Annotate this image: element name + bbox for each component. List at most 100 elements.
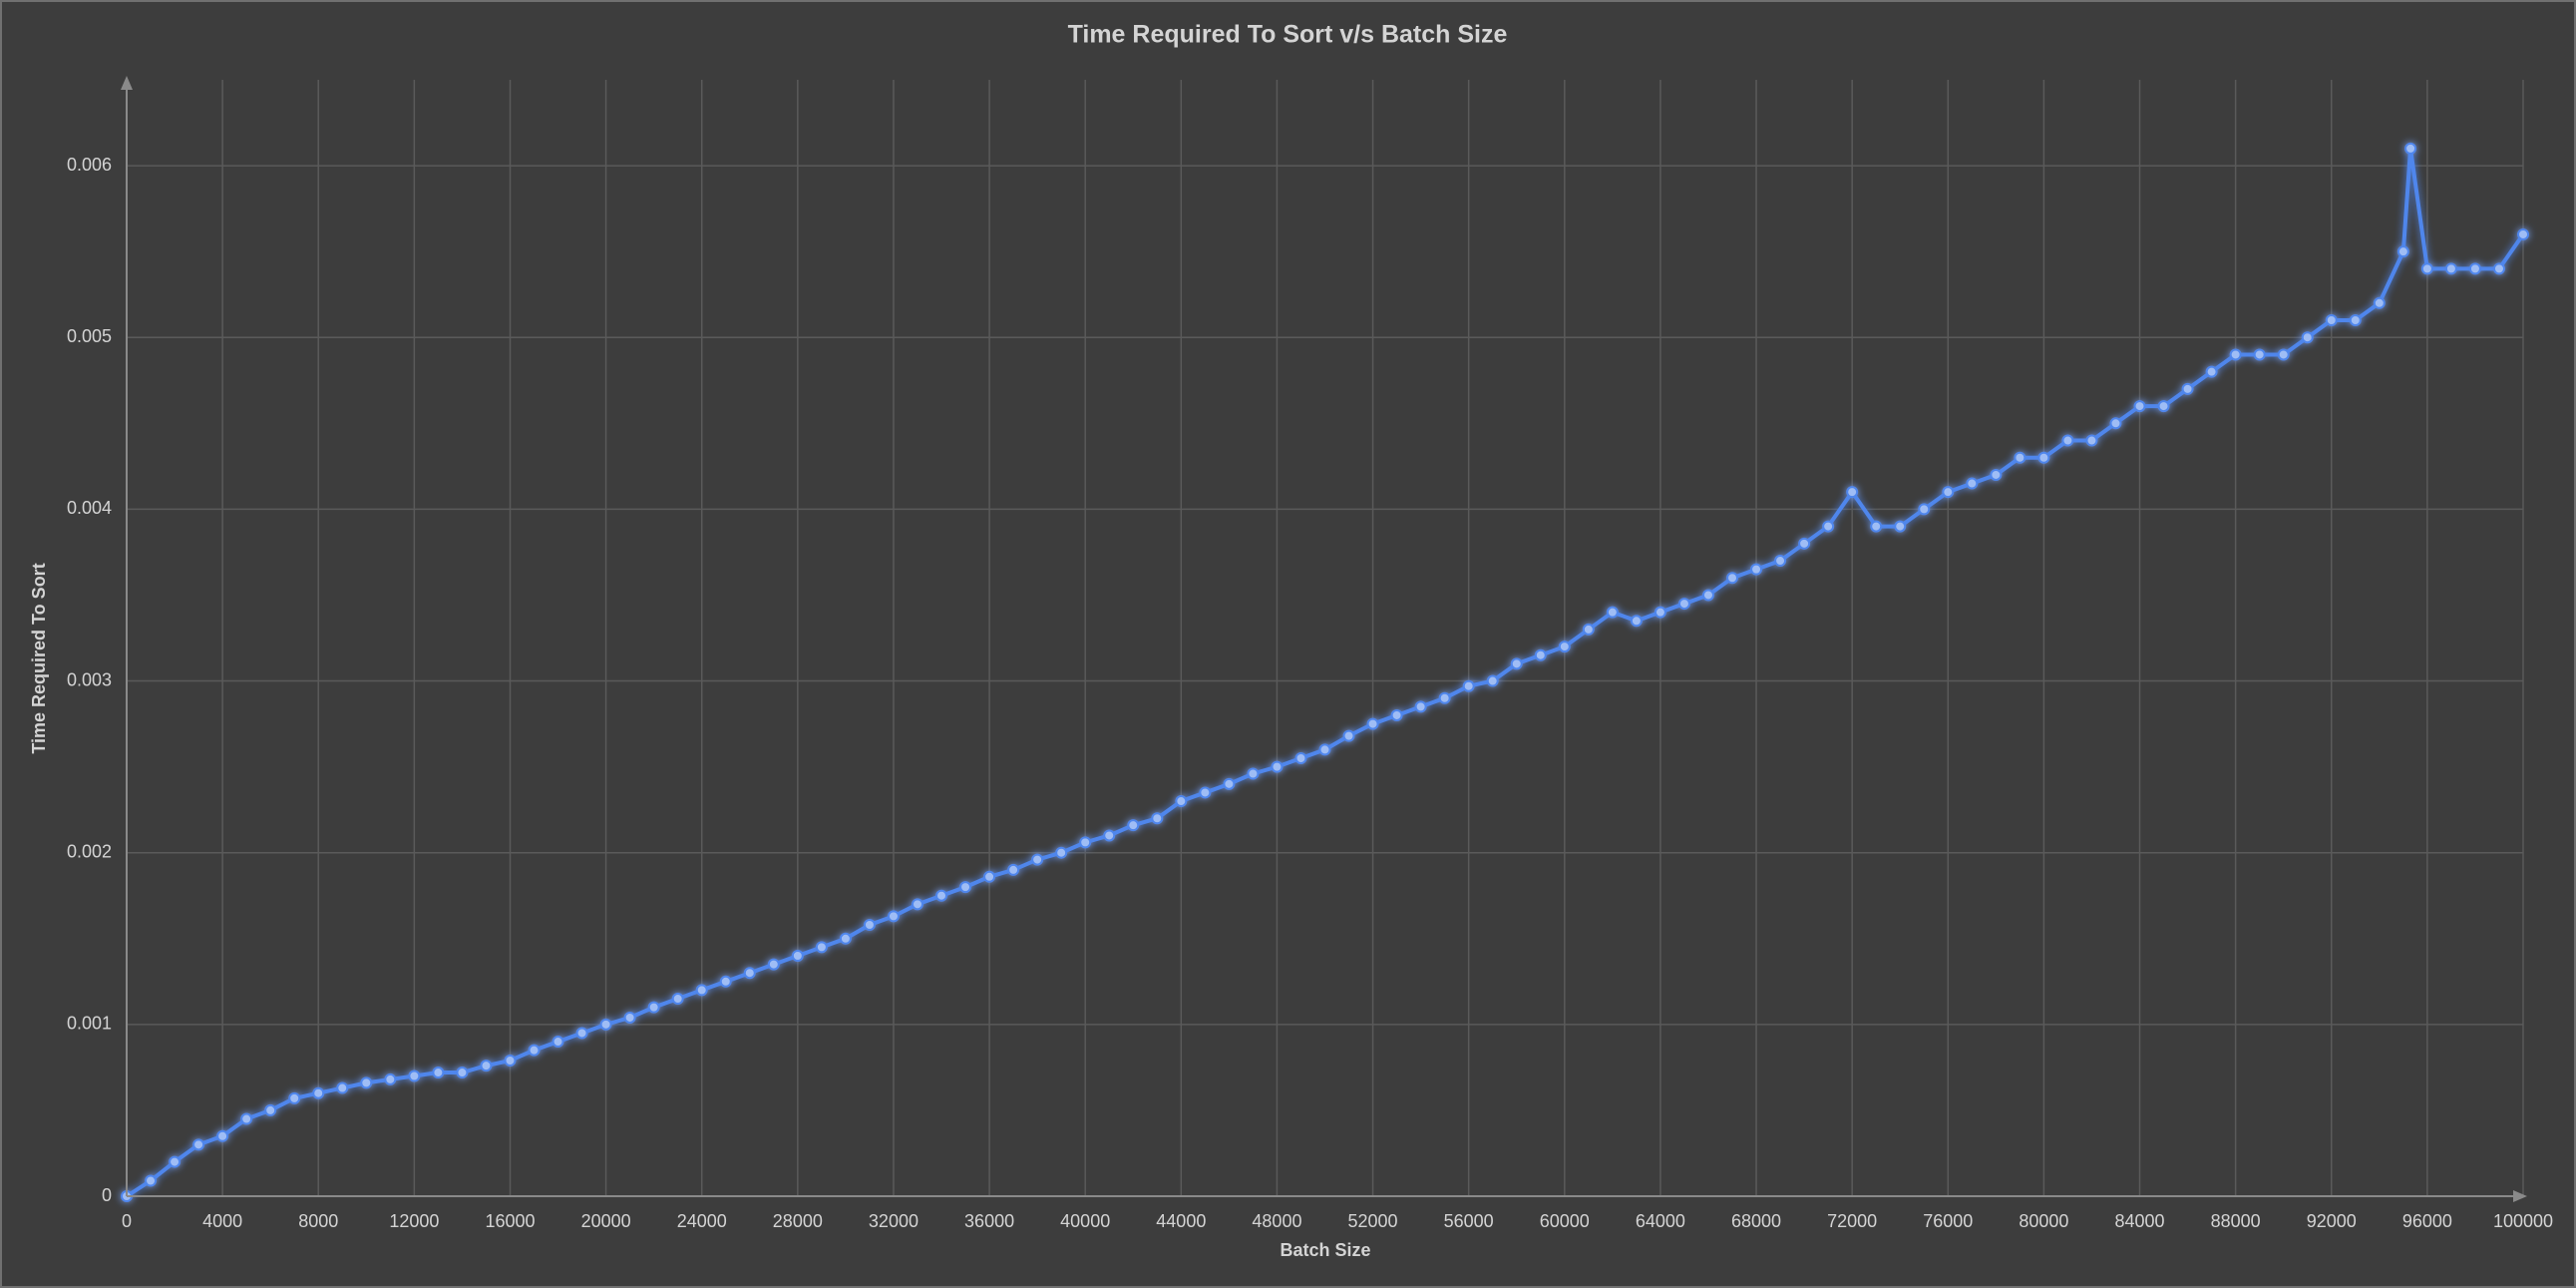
point [1606, 606, 1619, 619]
point [1103, 829, 1116, 842]
point [1271, 760, 1284, 773]
point [1966, 477, 1979, 490]
point [384, 1073, 397, 1085]
point [456, 1067, 469, 1079]
point [2085, 434, 2098, 447]
point [911, 898, 923, 911]
point [2109, 417, 2122, 430]
point [647, 1001, 660, 1014]
point [1247, 767, 1260, 780]
point [2444, 262, 2457, 275]
point [2349, 314, 2362, 327]
x-tick-label: 24000 [677, 1211, 727, 1231]
point [408, 1070, 421, 1082]
point [2373, 296, 2386, 309]
x-tick-label: 20000 [581, 1211, 631, 1231]
point [2396, 245, 2409, 258]
x-tick-label: 4000 [202, 1211, 242, 1231]
chart-title: Time Required To Sort v/s Batch Size [1068, 21, 1508, 49]
point [1199, 786, 1212, 799]
x-tick-label: 56000 [1444, 1211, 1494, 1231]
point [312, 1086, 325, 1099]
point [1534, 648, 1547, 661]
x-tick-label: 100000 [2493, 1211, 2553, 1231]
point [2133, 400, 2146, 413]
point [743, 967, 756, 980]
point [240, 1112, 253, 1125]
point [1031, 853, 1044, 866]
point [2037, 451, 2050, 464]
point [2468, 262, 2481, 275]
x-tick-label: 96000 [2402, 1211, 2452, 1231]
x-tick-label: 16000 [485, 1211, 535, 1231]
point [1558, 641, 1571, 653]
point [815, 941, 828, 954]
x-tick-label: 36000 [964, 1211, 1014, 1231]
point [671, 993, 684, 1006]
point [839, 932, 852, 945]
point [887, 910, 900, 923]
point [1726, 572, 1739, 585]
point [1223, 777, 1236, 790]
point [2229, 348, 2242, 361]
x-tick-label: 12000 [389, 1211, 439, 1231]
point [1630, 615, 1643, 628]
point [2157, 400, 2170, 413]
point [1151, 812, 1164, 825]
point [2277, 348, 2290, 361]
point [2404, 142, 2417, 155]
point [264, 1103, 277, 1116]
x-tick-label: 88000 [2211, 1211, 2261, 1231]
point [1701, 589, 1714, 602]
point [1870, 520, 1883, 533]
point [1750, 563, 1763, 576]
point [504, 1054, 517, 1067]
point [1175, 795, 1188, 808]
point [767, 958, 780, 971]
point [552, 1036, 564, 1049]
point [432, 1067, 445, 1079]
point [1462, 679, 1475, 692]
x-tick-label: 64000 [1636, 1211, 1685, 1231]
x-tick-label: 40000 [1060, 1211, 1110, 1231]
point [2205, 365, 2218, 378]
point [2517, 227, 2529, 240]
point [360, 1076, 373, 1089]
series [121, 142, 2529, 1202]
x-axis-arrow [2513, 1190, 2527, 1202]
y-axis-label: Time Required To Sort [29, 563, 49, 753]
point [1846, 486, 1859, 499]
x-tick-label: 8000 [298, 1211, 338, 1231]
point [719, 975, 732, 988]
point [599, 1018, 612, 1031]
x-tick-label: 52000 [1348, 1211, 1398, 1231]
point [1055, 846, 1068, 859]
point [1677, 598, 1690, 611]
x-tick-label: 92000 [2307, 1211, 2357, 1231]
x-tick-label: 32000 [869, 1211, 919, 1231]
point [695, 984, 708, 997]
point [575, 1027, 588, 1040]
x-tick-label: 48000 [1252, 1211, 1301, 1231]
x-axis-label: Batch Size [1280, 1240, 1370, 1260]
point [959, 881, 972, 894]
y-tick-label: 0 [102, 1185, 112, 1205]
x-tick-label: 76000 [1923, 1211, 1973, 1231]
point [528, 1044, 541, 1057]
x-tick-label: 84000 [2114, 1211, 2164, 1231]
point [2420, 262, 2433, 275]
point [2061, 434, 2074, 447]
point [145, 1174, 158, 1187]
point [1582, 623, 1595, 636]
point [1127, 819, 1140, 832]
point [1654, 606, 1666, 619]
point [2181, 382, 2194, 395]
point [935, 889, 948, 902]
point [2325, 314, 2338, 327]
point [2253, 348, 2266, 361]
point [1294, 752, 1307, 765]
point [791, 949, 804, 962]
point [1390, 708, 1403, 721]
